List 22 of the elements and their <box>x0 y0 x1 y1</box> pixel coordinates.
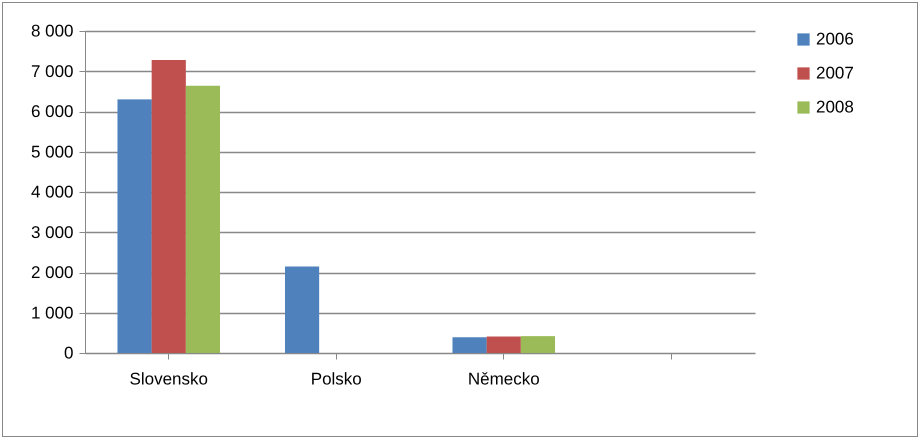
y-tick-label: 4 000 <box>30 182 74 202</box>
bar <box>520 336 556 353</box>
x-tick-label: Německo <box>468 370 540 388</box>
y-tick-label: 6 000 <box>30 102 74 121</box>
bar <box>117 99 152 353</box>
legend-label: 2007 <box>816 64 854 82</box>
y-tick-label: 8 000 <box>30 22 74 40</box>
legend-label: 2006 <box>816 30 854 48</box>
bar <box>152 60 186 353</box>
y-tick-label: 5 000 <box>30 142 74 162</box>
legend-label: 2008 <box>816 98 854 116</box>
bar <box>284 266 320 353</box>
y-tick-label: 1 000 <box>30 303 74 322</box>
bar <box>186 86 220 353</box>
y-tick-label: 2 000 <box>30 263 74 282</box>
y-tick-label: 3 000 <box>30 222 74 242</box>
x-tick-label: Slovensko <box>130 370 208 388</box>
y-tick-label: 7 000 <box>30 62 74 81</box>
bar <box>452 337 487 353</box>
y-tick-label: 0 <box>64 344 74 362</box>
bar <box>486 336 521 353</box>
x-tick-label: Polsko <box>310 370 362 388</box>
